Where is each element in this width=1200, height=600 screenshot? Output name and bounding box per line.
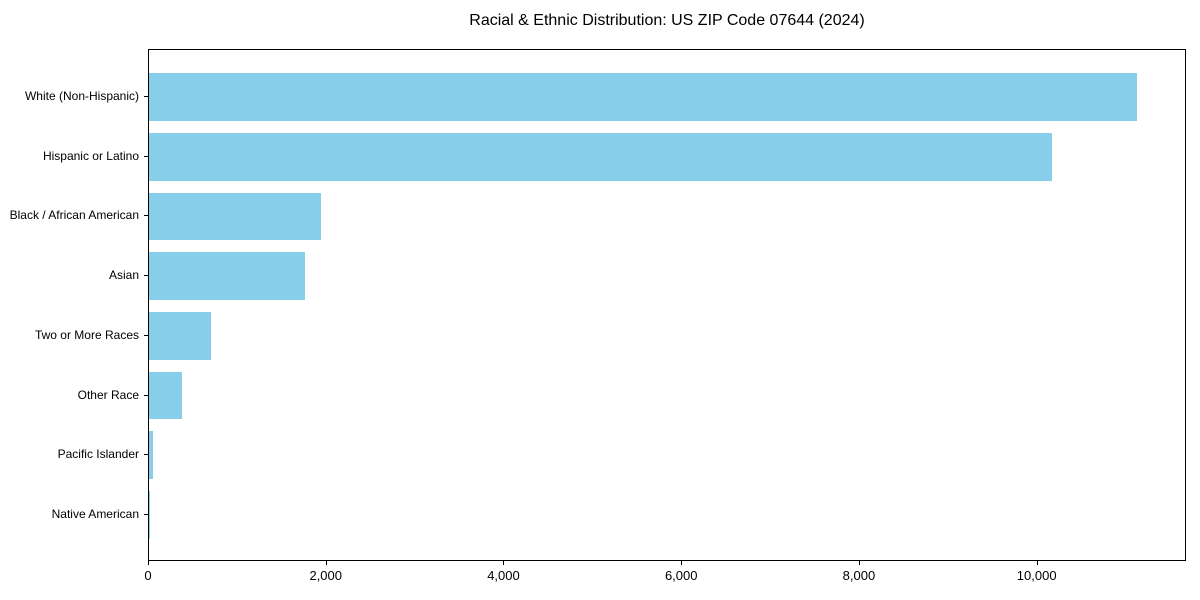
y-tick-label: Native American: [51, 506, 139, 521]
bar: [149, 132, 1052, 181]
x-tick-label: 6,000: [664, 568, 698, 583]
y-tick-mark: [144, 215, 148, 217]
x-tick-label: 2,000: [309, 568, 343, 583]
bar: [149, 490, 150, 539]
y-tick-mark: [144, 454, 148, 456]
y-tick-label: White (Non-Hispanic): [24, 89, 139, 104]
chart-title: Racial & Ethnic Distribution: US ZIP Cod…: [469, 12, 865, 29]
y-tick-label: Black / African American: [9, 208, 139, 223]
y-tick-label: Asian: [108, 268, 139, 283]
y-tick-mark: [144, 513, 148, 515]
y-tick-label: Two or More Races: [34, 327, 139, 342]
bar: [149, 252, 306, 301]
x-tick-mark: [503, 561, 505, 565]
bar: [149, 73, 1138, 121]
x-tick-label: 4,000: [487, 568, 520, 583]
y-tick-mark: [144, 155, 148, 157]
bar: [149, 192, 321, 241]
x-tick-mark: [858, 561, 860, 565]
y-tick-label: Other Race: [77, 387, 139, 402]
bar: [149, 371, 182, 420]
x-tick-label: 0: [144, 568, 152, 583]
y-tick-label: Hispanic or Latino: [42, 148, 139, 163]
x-tick-label: 8,000: [842, 568, 876, 583]
y-tick-mark: [144, 394, 148, 396]
y-tick-label: Pacific Islander: [57, 447, 139, 462]
x-tick-mark: [148, 561, 149, 565]
x-tick-mark: [1036, 561, 1038, 565]
x-tick-label: 10,000: [1016, 568, 1057, 583]
y-tick-mark: [144, 275, 148, 277]
bar: [149, 311, 212, 360]
y-tick-mark: [144, 334, 148, 336]
plot-area: [148, 49, 1186, 561]
y-tick-mark: [144, 96, 148, 98]
x-tick-mark: [681, 561, 683, 565]
bar: [149, 431, 154, 480]
x-tick-mark: [325, 561, 327, 565]
